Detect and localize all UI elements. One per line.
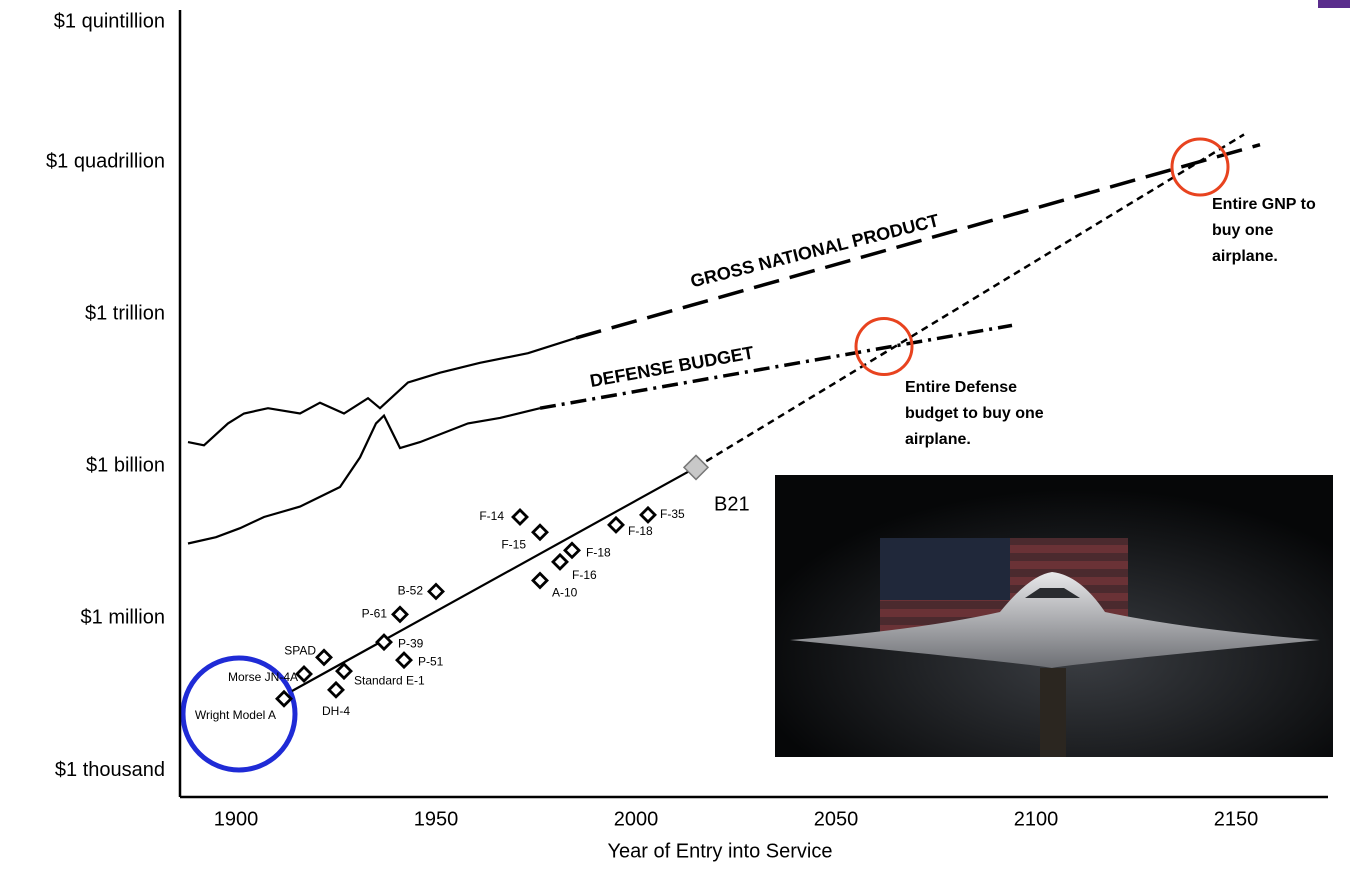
projection-line (539, 323, 1013, 410)
aircraft-label: Morse JN-4A (228, 670, 298, 684)
aircraft-label: F-35 (660, 507, 685, 521)
projection-line (575, 143, 1261, 340)
x-axis-title: Year of Entry into Service (608, 840, 833, 862)
y-tick-label: $1 thousand (55, 759, 165, 781)
aircraft-label: B-52 (398, 584, 424, 598)
history-line (187, 336, 577, 447)
annotation-text: Entire GNP to (1212, 196, 1316, 213)
annotation-text: airplane. (1212, 248, 1278, 265)
aircraft-label: F-14 (479, 509, 504, 523)
b21-photo (775, 475, 1333, 757)
x-tick-label: 2100 (1014, 808, 1059, 830)
aircraft-marker (531, 571, 549, 590)
aircraft-label: P-51 (418, 654, 444, 668)
aircraft-marker (511, 508, 529, 526)
aircraft-marker (335, 662, 353, 681)
aircraft-label: Standard E-1 (354, 673, 425, 687)
y-tick-label: $1 million (81, 607, 165, 629)
aircraft-marker (375, 633, 393, 652)
aircraft-label: SPAD (284, 644, 316, 658)
aircraft-marker (682, 454, 710, 481)
x-tick-label: 1900 (214, 808, 259, 830)
aircraft-marker (315, 648, 333, 667)
aircraft-label: F-18 (586, 546, 611, 560)
aircraft-marker (327, 680, 345, 699)
aircraft-label: F-18 (628, 524, 653, 538)
aircraft-marker (427, 582, 445, 601)
aircraft-label: F-15 (501, 537, 526, 551)
corner-logo (1318, 0, 1350, 8)
trend-line (291, 466, 697, 692)
x-tick-label: 1950 (414, 808, 459, 830)
x-tick-label: 2000 (614, 808, 659, 830)
y-tick-label: $1 quadrillion (46, 150, 165, 172)
y-tick-label: $1 billion (86, 455, 165, 477)
intersection-circle (854, 317, 914, 377)
aircraft-label: P-61 (362, 607, 388, 621)
aircraft-marker (563, 541, 581, 560)
intersection-circle (1170, 137, 1230, 197)
y-tick-label: $1 quintillion (54, 10, 165, 32)
annotation-text: Entire Defense (905, 379, 1017, 396)
annotation-text: airplane. (905, 431, 971, 448)
annotation-text: budget to buy one (905, 405, 1044, 422)
aircraft-marker (295, 665, 313, 683)
aircraft-label: Wright Model A (195, 708, 276, 722)
aircraft-marker (551, 552, 569, 571)
annotation-text: buy one (1212, 222, 1273, 239)
aircraft-label: A-10 (552, 586, 578, 600)
x-tick-label: 2050 (814, 808, 859, 830)
x-tick-label: 2150 (1214, 808, 1259, 830)
aircraft-marker (395, 651, 413, 670)
y-tick-label: $1 trillion (85, 302, 165, 324)
aircraft-marker (639, 505, 657, 524)
aircraft-label: DH-4 (322, 704, 350, 718)
aircraft-marker (391, 605, 409, 624)
aircraft-label: F-16 (572, 568, 597, 582)
aircraft-label: P-39 (398, 636, 424, 650)
aircraft-marker (531, 523, 549, 542)
aircraft-label: B21 (714, 494, 750, 516)
aircraft-marker (607, 515, 625, 534)
history-line (187, 407, 541, 545)
blue-circle (180, 655, 298, 773)
trend-projection (695, 133, 1245, 469)
aircraft-marker (275, 689, 293, 708)
line-name: GROSS NATIONAL PRODUCT (688, 210, 941, 291)
